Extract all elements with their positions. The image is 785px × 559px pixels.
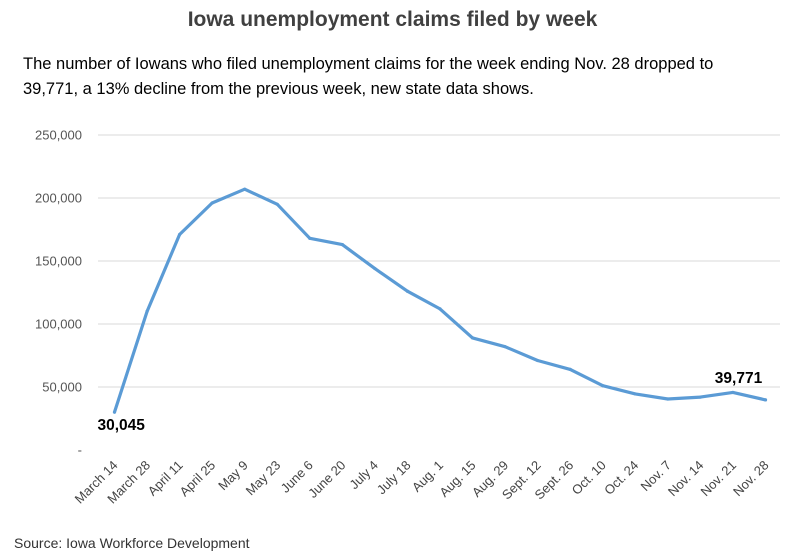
data-point <box>308 236 312 240</box>
data-point <box>763 398 768 402</box>
data-point <box>536 358 540 363</box>
data-point <box>568 367 572 371</box>
data-point <box>731 390 735 395</box>
x-tick-label: Nov. 14 <box>665 458 707 500</box>
y-tick-label: - <box>78 443 82 458</box>
data-point <box>633 392 637 396</box>
x-tick-label: May 23 <box>243 458 284 499</box>
x-tick-label: Nov. 21 <box>697 458 739 500</box>
data-point <box>698 395 703 399</box>
y-tick-label: 200,000 <box>35 191 82 206</box>
data-point <box>210 201 214 205</box>
data-point <box>438 307 442 311</box>
data-point <box>178 232 182 237</box>
data-point <box>275 202 279 206</box>
data-point <box>470 336 475 340</box>
data-point <box>340 243 344 247</box>
series-line <box>112 187 768 414</box>
data-point <box>112 410 117 414</box>
data-label: 30,045 <box>98 417 146 434</box>
x-tick-label: Oct. 10 <box>569 458 609 498</box>
line-chart: -50,000100,000150,000200,000250,000March… <box>35 128 780 506</box>
y-tick-label: 50,000 <box>42 380 82 395</box>
data-point <box>503 345 507 349</box>
y-tick-label: 150,000 <box>35 254 82 269</box>
data-point <box>243 187 247 191</box>
chart-subtitle: The number of Iowans who filed unemploym… <box>23 55 714 98</box>
source-note: Source: Iowa Workforce Development <box>14 535 250 551</box>
data-point <box>666 397 670 401</box>
data-point <box>373 266 377 271</box>
data-point <box>601 384 605 388</box>
chart-title: Iowa unemployment claims filed by week <box>187 8 598 31</box>
data-point <box>405 289 410 293</box>
x-tick-label: July 18 <box>374 458 414 498</box>
data-point <box>145 309 149 313</box>
data-label: 39,771 <box>715 370 763 387</box>
x-tick-label: Oct. 24 <box>601 458 641 498</box>
y-tick-label: 100,000 <box>35 317 82 332</box>
x-tick-label: April 25 <box>176 458 218 500</box>
x-tick-label: Nov. 28 <box>730 458 772 500</box>
y-tick-label: 250,000 <box>35 128 82 143</box>
